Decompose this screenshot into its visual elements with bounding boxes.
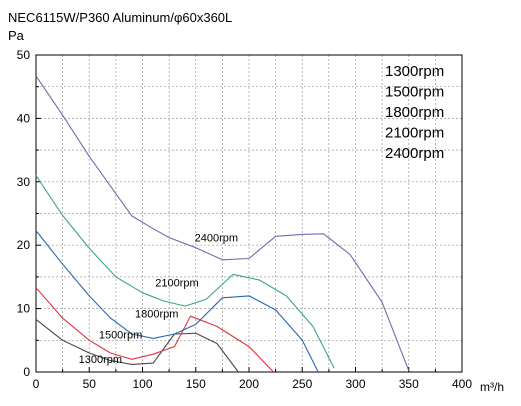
y-tick-label: 40 xyxy=(17,111,31,125)
y-tick-label: 0 xyxy=(23,365,30,379)
series-line-1800rpm xyxy=(35,230,319,373)
series-line-2100rpm xyxy=(35,175,335,369)
legend-entry-1300rpm: 1300rpm xyxy=(385,63,444,80)
x-tick-label: 50 xyxy=(83,377,97,391)
legend-entry-2100rpm: 2100rpm xyxy=(385,125,444,142)
x-tick-label: 100 xyxy=(132,377,152,391)
curve-label-1500rpm: 1500rpm xyxy=(99,329,142,341)
chart-title: NEC6115W/P360 Aluminum/φ60x360L xyxy=(8,10,232,25)
y-tick-label: 30 xyxy=(17,175,31,189)
axes: 0 50 100 150 200 250 300 350 400 0 10 20 30 40 50 xyxy=(17,48,473,391)
legend-entry-1800rpm: 1800rpm xyxy=(385,104,444,121)
legend: 1300rpm 1500rpm 1800rpm 2100rpm 2400rpm xyxy=(385,63,444,162)
series-line-2400rpm xyxy=(35,75,410,371)
series-line-1500rpm xyxy=(35,287,274,373)
curve-label-2400rpm: 2400rpm xyxy=(195,232,238,244)
grid xyxy=(36,55,462,372)
x-tick-label: 150 xyxy=(186,377,206,391)
curve-label-1800rpm: 1800rpm xyxy=(135,308,178,320)
y-axis-label: Pa xyxy=(8,28,25,43)
y-tick-label: 10 xyxy=(17,302,31,316)
legend-entry-1500rpm: 1500rpm xyxy=(385,84,444,101)
y-tick-label: 20 xyxy=(17,238,31,252)
y-tick-label: 50 xyxy=(17,48,31,62)
x-axis-label: m³/h xyxy=(480,380,504,394)
x-tick-label: 250 xyxy=(292,377,312,391)
curve-label-1300rpm: 1300rpm xyxy=(79,354,122,366)
x-tick-label: 350 xyxy=(399,377,419,391)
x-tick-label: 0 xyxy=(33,377,40,391)
series-line-1300rpm xyxy=(35,318,239,373)
series-lines xyxy=(35,75,410,373)
legend-entry-2400rpm: 2400rpm xyxy=(385,145,444,162)
x-tick-label: 400 xyxy=(452,377,472,391)
x-tick-label: 200 xyxy=(239,377,259,391)
x-tick-label: 300 xyxy=(345,377,365,391)
curve-labels: 2400rpm 2100rpm 1800rpm 1500rpm 1300rpm xyxy=(79,232,239,366)
curve-label-2100rpm: 2100rpm xyxy=(155,277,198,289)
